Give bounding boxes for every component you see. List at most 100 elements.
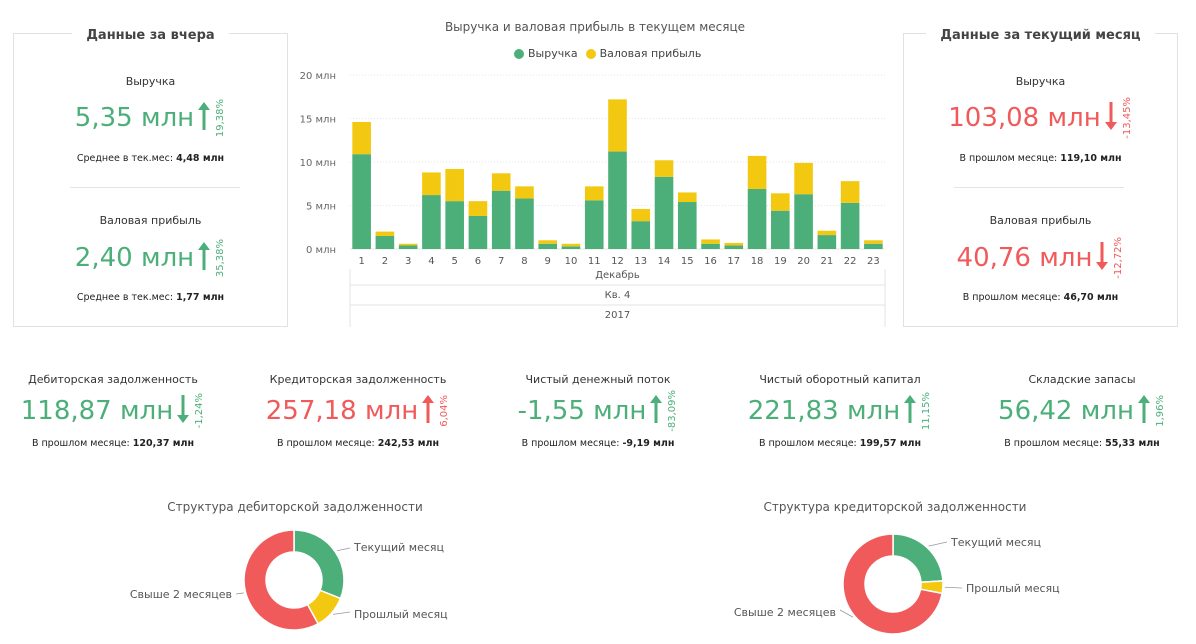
legend-dot-gross	[585, 48, 596, 59]
bar-gross[interactable]	[701, 239, 720, 244]
bar-gross[interactable]	[794, 162, 813, 195]
bar-gross[interactable]	[538, 240, 558, 244]
bar-revenue[interactable]	[701, 243, 720, 249]
legend-revenue[interactable]: Выручка	[528, 47, 578, 60]
bar-gross[interactable]	[352, 121, 371, 155]
bar-gross[interactable]	[468, 201, 488, 216]
kpi-value: 56,42 млн	[998, 396, 1134, 426]
bar-gross[interactable]	[491, 173, 511, 191]
legend-gross[interactable]: Валовая прибыль	[599, 47, 702, 60]
kpi-sub: В прошлом месяце: 199,57 млн	[758, 438, 922, 449]
bar-revenue[interactable]	[840, 202, 860, 249]
bar-revenue[interactable]	[864, 243, 883, 249]
yesterday-gross-kpi: 2,40 млн 35,38%	[14, 236, 287, 280]
donut-slice[interactable]	[892, 533, 944, 584]
kpi-value: -1,55 млн	[517, 396, 647, 426]
bar-gross[interactable]	[817, 230, 837, 236]
kpi-value-row: 56,42 млн 1,96%	[982, 394, 1182, 428]
bar-revenue[interactable]	[747, 188, 767, 249]
x-tick-label: 8	[521, 256, 527, 267]
x-hierarchy-label: Декабрь	[595, 270, 640, 281]
bar-revenue[interactable]	[771, 210, 790, 249]
yesterday-gross-value: 2,40 млн	[74, 243, 195, 273]
x-tick-label: 17	[727, 256, 740, 267]
arrow-down-icon	[1104, 101, 1118, 135]
y-tick-label: 20 млн	[300, 71, 336, 82]
yesterday-gross-pct: 35,38%	[215, 238, 227, 278]
bar-revenue[interactable]	[631, 221, 651, 249]
x-hierarchy-label: 2017	[605, 310, 630, 321]
bar-revenue[interactable]	[677, 202, 697, 249]
bar-revenue[interactable]	[538, 243, 558, 249]
current-gross-label: Валовая прибыль	[989, 214, 1092, 227]
current-revenue-kpi: 103,08 млн -13,45%	[904, 96, 1177, 140]
x-tick-label: 10	[565, 256, 578, 267]
bar-revenue[interactable]	[794, 194, 813, 249]
kpi-sub: В прошлом месяце: 120,37 млн	[31, 438, 195, 449]
bar-gross[interactable]	[561, 243, 581, 247]
x-tick-label: 14	[658, 256, 671, 267]
divider	[954, 187, 1124, 188]
bar-gross[interactable]	[677, 192, 697, 203]
donut-slice[interactable]	[293, 529, 345, 600]
x-tick-label: 23	[867, 256, 880, 267]
donut-slice[interactable]	[243, 529, 320, 631]
current-month-panel-title: Данные за текущий месяц	[926, 28, 1155, 43]
donut-payables: Текущий месяц Прошлый месяц Свыше 2 месяце…	[734, 533, 1060, 635]
bar-gross[interactable]	[422, 172, 441, 196]
bar-gross[interactable]	[864, 240, 883, 244]
bar-gross[interactable]	[771, 193, 790, 211]
legend-dot-revenue	[514, 48, 524, 59]
yesterday-panel: Данные за вчера Выручка 5,35 млн 19,38% …	[13, 28, 288, 327]
bar-gross[interactable]	[840, 181, 860, 203]
kpi-value-row: 257,18 млн 6,04%	[258, 394, 458, 428]
bar-revenue[interactable]	[422, 195, 441, 249]
bar-gross[interactable]	[747, 155, 767, 189]
kpi-name: Складские запасы	[1028, 373, 1136, 386]
donut-label: Текущий месяц	[353, 541, 444, 554]
bar-revenue[interactable]	[724, 245, 744, 249]
bar-gross[interactable]	[584, 186, 604, 201]
yesterday-revenue-kpi: 5,35 млн 19,38%	[14, 96, 287, 140]
bar-gross[interactable]	[375, 231, 395, 236]
yesterday-panel-title: Данные за вчера	[72, 28, 229, 43]
kpi-value-row: -1,55 млн -83,09%	[498, 390, 698, 432]
bar-revenue[interactable]	[654, 176, 674, 249]
x-tick-label: 5	[451, 256, 457, 267]
current-revenue-value: 103,08 млн	[948, 103, 1101, 133]
bar-revenue[interactable]	[515, 198, 534, 249]
yesterday-gross-label: Валовая прибыль	[99, 214, 202, 227]
bar-gross[interactable]	[608, 99, 627, 152]
bar-revenue[interactable]	[468, 215, 488, 249]
bar-revenue[interactable]	[398, 245, 418, 249]
donut-leader-line	[336, 547, 351, 552]
bar-revenue[interactable]	[375, 235, 395, 249]
bar-gross[interactable]	[445, 168, 464, 202]
arrow-down-icon	[176, 394, 190, 428]
x-tick-label: 22	[844, 256, 857, 267]
bar-gross[interactable]	[724, 242, 744, 246]
bar-revenue[interactable]	[608, 151, 627, 249]
bar-gross[interactable]	[515, 186, 534, 199]
bar-revenue[interactable]	[491, 190, 511, 249]
y-tick-label: 0 млн	[306, 245, 336, 256]
kpi-value: 257,18 млн	[265, 396, 419, 426]
bar-gross[interactable]	[398, 243, 418, 246]
yesterday-revenue-label: Выручка	[125, 75, 176, 88]
kpi-pct: -1,24%	[194, 393, 206, 429]
arrow-down-icon	[1095, 241, 1109, 275]
bar-gross[interactable]	[631, 208, 651, 222]
x-tick-label: 18	[751, 256, 764, 267]
bar-revenue[interactable]	[817, 235, 837, 249]
donut-leader-line	[332, 611, 351, 615]
bar-revenue[interactable]	[561, 246, 581, 249]
kpi-name: Кредиторская задолженность	[269, 373, 447, 386]
bar-revenue[interactable]	[584, 200, 604, 249]
bar-gross[interactable]	[654, 160, 674, 177]
x-tick-label: 16	[704, 256, 717, 267]
bar-revenue[interactable]	[445, 201, 464, 249]
donut-payables-title: Структура кредиторской задолженности	[763, 500, 1027, 514]
donut-slice[interactable]	[842, 533, 943, 635]
bar-revenue[interactable]	[352, 154, 371, 249]
